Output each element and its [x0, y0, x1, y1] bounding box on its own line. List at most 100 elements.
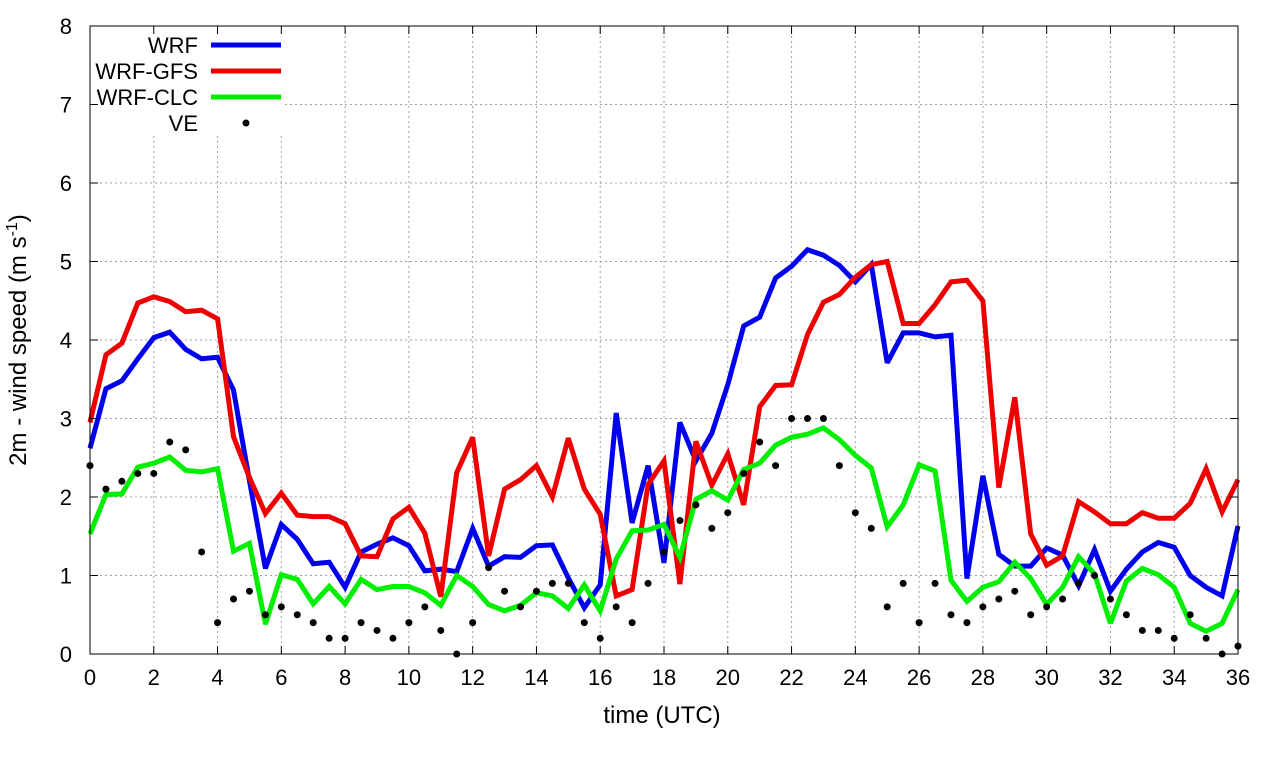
data-point-ve — [708, 524, 716, 532]
data-point-ve — [899, 579, 907, 587]
data-point-ve — [915, 619, 923, 627]
data-point-ve — [819, 415, 827, 422]
data-point-ve — [517, 603, 524, 611]
legend-marker-ve — [242, 119, 250, 127]
y-tick-label: 0 — [60, 642, 72, 667]
data-point-ve — [134, 469, 142, 477]
y-axis-title-main: 2m - wind speed (m s — [5, 236, 32, 465]
data-point-ve — [245, 587, 253, 595]
ticks: 0 2 4 6 8 10 12 14 16 18 20 22 24 26 28 30 32 34 360123456… — [60, 14, 1250, 690]
legend-label-ve: VE — [169, 111, 198, 136]
data-point-ve — [580, 619, 588, 627]
data-point-ve — [166, 438, 174, 446]
series-wrf-gfs-line — [87, 258, 1241, 600]
x-tick-label: 36 — [1226, 665, 1250, 690]
x-tick-label: 12 — [460, 665, 484, 690]
data-point-ve — [357, 619, 365, 627]
x-tick-label: 8 — [339, 665, 351, 690]
data-point-ve — [182, 446, 190, 454]
legend-label-wrf: WRF — [148, 33, 198, 58]
data-point-ve — [740, 469, 748, 477]
data-point-ve — [118, 477, 126, 485]
data-point-ve — [883, 603, 891, 611]
data-point-ve — [931, 579, 939, 587]
data-point-ve — [660, 548, 668, 556]
data-point-ve — [1027, 611, 1035, 619]
x-tick-label: 30 — [1034, 665, 1058, 690]
legend-label-wrf-gfs: WRF-GFS — [95, 59, 198, 84]
x-tick-label: 2 — [148, 665, 160, 690]
data-point-ve — [437, 626, 445, 634]
data-point-ve — [835, 462, 843, 470]
y-tick-label: 5 — [60, 250, 72, 275]
data-point-ve — [1091, 572, 1098, 579]
y-axis-title: 2m - wind speed (m s-1) — [4, 214, 32, 466]
data-point-ve — [501, 587, 509, 595]
data-point-ve — [341, 634, 349, 642]
data-point-ve — [947, 611, 955, 619]
data-point-ve — [309, 619, 317, 627]
data-point-ve — [596, 634, 604, 642]
data-point-ve — [230, 595, 237, 603]
data-point-ve — [772, 462, 780, 470]
data-point-ve — [1186, 611, 1194, 619]
x-tick-label: 34 — [1162, 665, 1186, 690]
data-point-ve — [1059, 595, 1067, 603]
y-tick-label: 2 — [60, 485, 72, 510]
x-tick-label: 16 — [588, 665, 612, 690]
data-point-ve — [485, 564, 493, 572]
x-tick-label: 26 — [907, 665, 931, 690]
data-point-ve — [214, 619, 222, 627]
y-axis-title-close: ) — [5, 214, 32, 222]
data-point-ve — [1138, 626, 1146, 634]
data-point-ve — [979, 603, 987, 611]
y-tick-label: 1 — [60, 564, 72, 589]
data-point-ve — [548, 579, 556, 587]
data-point-ve — [564, 579, 572, 587]
x-tick-label: 32 — [1098, 665, 1122, 690]
series-ve-points — [86, 415, 1242, 658]
data-point-ve — [995, 595, 1003, 603]
legend-label-wrf-clc: WRF-CLC — [97, 85, 199, 110]
data-point-ve — [724, 509, 732, 517]
data-point-ve — [692, 501, 700, 509]
data-point-ve — [277, 603, 285, 611]
data-point-ve — [469, 619, 477, 627]
data-point-ve — [1106, 595, 1114, 603]
x-tick-label: 18 — [652, 665, 676, 690]
data-point-ve — [644, 579, 652, 587]
data-point-ve — [963, 619, 971, 627]
data-point-ve — [1075, 579, 1083, 587]
data-point-ve — [421, 603, 429, 611]
data-point-ve — [389, 634, 397, 642]
y-tick-label: 7 — [60, 93, 72, 118]
data-point-ve — [867, 524, 875, 532]
data-point-ve — [405, 619, 413, 627]
y-tick-label: 6 — [60, 171, 72, 196]
data-point-ve — [756, 438, 764, 446]
x-tick-label: 22 — [779, 665, 803, 690]
data-point-ve — [102, 485, 110, 493]
y-tick-label: 3 — [60, 407, 72, 432]
data-point-ve — [1122, 611, 1130, 619]
x-tick-label: 10 — [397, 665, 421, 690]
x-tick-label: 20 — [716, 665, 740, 690]
data-point-ve — [293, 611, 301, 619]
x-tick-label: 28 — [971, 665, 995, 690]
data-point-ve — [1011, 587, 1019, 595]
data-point-ve — [373, 626, 381, 634]
data-point-ve — [628, 619, 636, 627]
x-tick-label: 6 — [275, 665, 287, 690]
y-tick-label: 4 — [60, 328, 72, 353]
data-point-ve — [325, 634, 333, 642]
data-point-ve — [150, 469, 158, 477]
x-tick-label: 0 — [84, 665, 96, 690]
x-axis-title: time (UTC) — [603, 702, 720, 729]
series-layer — [86, 246, 1242, 658]
x-tick-label: 4 — [211, 665, 223, 690]
data-point-ve — [1202, 634, 1210, 642]
data-point-ve — [851, 509, 859, 517]
data-point-ve — [1043, 603, 1051, 611]
